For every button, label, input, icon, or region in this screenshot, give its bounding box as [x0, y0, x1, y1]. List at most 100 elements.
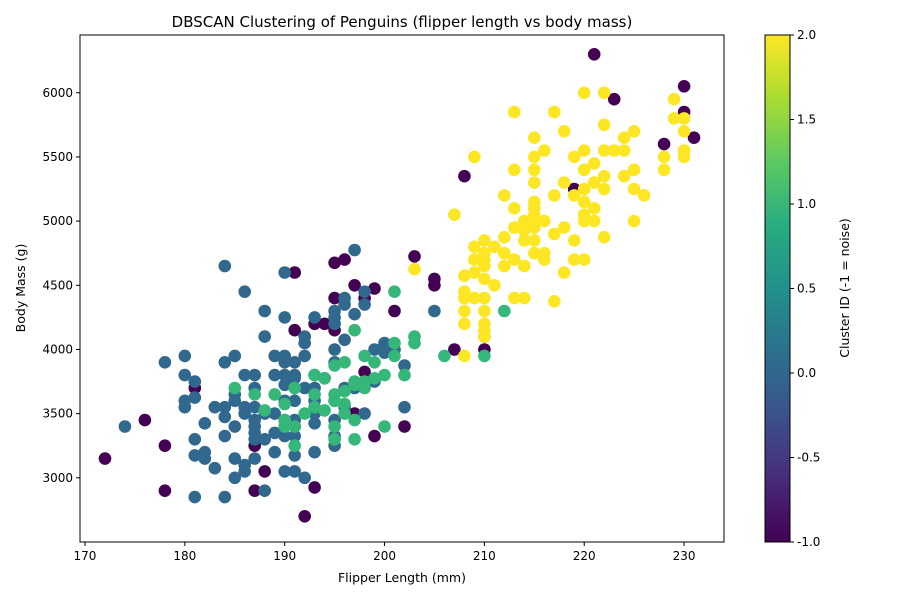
- data-point-cluster--1: [258, 465, 272, 478]
- data-point-cluster-0: [268, 426, 282, 440]
- data-point-cluster-0: [208, 461, 222, 475]
- data-point-cluster-0: [338, 333, 351, 347]
- x-tick-label: 170: [74, 549, 97, 563]
- data-point-cluster--1: [607, 92, 621, 106]
- data-point-cluster-1: [348, 433, 361, 446]
- data-point-cluster-0: [398, 400, 411, 414]
- data-point-cluster-2: [508, 202, 521, 215]
- data-point-cluster-1: [288, 420, 302, 433]
- data-point-cluster-0: [218, 400, 232, 414]
- data-point-cluster-0: [228, 420, 242, 433]
- x-tick-label: 210: [473, 549, 496, 563]
- data-point-cluster--1: [288, 323, 302, 337]
- data-point-cluster-0: [278, 429, 292, 443]
- data-point-cluster-2: [468, 150, 481, 164]
- data-point-cluster-0: [208, 400, 222, 414]
- data-point-cluster-0: [268, 407, 282, 420]
- data-point-cluster-2: [627, 125, 641, 138]
- data-point-cluster-1: [328, 394, 341, 408]
- data-point-cluster-0: [268, 349, 282, 363]
- data-point-cluster-2: [637, 189, 651, 202]
- data-point-cluster-2: [567, 234, 581, 247]
- data-point-cluster-1: [278, 420, 292, 433]
- data-point-cluster-1: [368, 356, 381, 369]
- data-point-cluster-1: [318, 404, 331, 417]
- data-point-cluster-0: [288, 429, 302, 443]
- data-point-cluster-1: [388, 336, 401, 350]
- data-point-cluster-0: [268, 368, 282, 382]
- data-point-cluster-2: [478, 259, 491, 273]
- data-point-cluster-2: [458, 349, 471, 363]
- data-point-cluster-0: [298, 381, 312, 395]
- data-point-cluster-0: [358, 407, 371, 420]
- data-point-cluster-0: [278, 266, 292, 279]
- data-point-cluster-1: [288, 381, 302, 395]
- data-point-cluster-2: [458, 304, 471, 318]
- data-point-cluster-0: [188, 490, 202, 504]
- data-point-cluster-1: [408, 336, 421, 350]
- data-point-cluster--1: [158, 484, 172, 498]
- data-point-cluster--1: [448, 343, 461, 356]
- data-point-cluster-0: [378, 336, 391, 350]
- data-point-cluster-0: [248, 433, 261, 446]
- data-point-cluster--1: [388, 304, 401, 318]
- data-point-cluster-0: [278, 356, 292, 369]
- data-point-cluster-0: [218, 259, 232, 273]
- data-point-cluster-2: [478, 272, 491, 286]
- data-point-cluster-1: [258, 404, 272, 417]
- data-point-cluster-2: [597, 230, 611, 244]
- data-point-cluster-0: [188, 391, 202, 404]
- data-point-cluster-1: [388, 285, 401, 299]
- data-point-cluster-0: [258, 330, 272, 343]
- data-point-cluster-2: [508, 253, 521, 266]
- data-point-cluster-2: [528, 150, 541, 164]
- data-point-cluster-0: [178, 400, 192, 414]
- data-point-cluster-0: [278, 465, 292, 478]
- data-point-cluster-1: [368, 372, 381, 385]
- data-point-cluster-2: [518, 291, 531, 305]
- data-point-cluster-2: [458, 317, 471, 331]
- data-point-cluster-2: [557, 266, 571, 279]
- data-point-cluster-0: [368, 343, 381, 356]
- x-axis-label: Flipper Length (mm): [338, 570, 466, 585]
- data-point-cluster-2: [607, 144, 621, 157]
- data-point-cluster-2: [627, 163, 641, 177]
- data-point-cluster-1: [398, 368, 411, 382]
- data-point-cluster-1: [498, 304, 511, 318]
- data-point-cluster-2: [548, 189, 561, 202]
- data-point-cluster-0: [238, 465, 251, 478]
- data-point-cluster-0: [238, 368, 251, 382]
- data-point-cluster--1: [158, 439, 172, 453]
- data-point-cluster-2: [567, 189, 581, 202]
- data-point-cluster--1: [657, 137, 671, 151]
- data-point-cluster-1: [278, 397, 292, 411]
- data-point-cluster-2: [617, 131, 631, 144]
- data-point-cluster-2: [677, 112, 691, 125]
- data-point-cluster-1: [328, 359, 341, 372]
- data-point-cluster-2: [408, 262, 421, 276]
- data-point-cluster--1: [368, 282, 381, 295]
- data-point-cluster-0: [248, 368, 261, 382]
- data-point-cluster-0: [158, 356, 172, 369]
- colorbar-tick-label: -1.0: [797, 535, 820, 549]
- data-point-cluster-2: [597, 182, 611, 196]
- data-point-cluster-0: [218, 429, 232, 443]
- data-point-cluster-2: [577, 182, 591, 196]
- data-point-cluster-2: [677, 150, 691, 164]
- data-point-cluster-2: [478, 330, 491, 343]
- data-point-cluster-2: [528, 234, 541, 247]
- data-point-cluster-0: [178, 368, 192, 382]
- data-point-cluster-0: [278, 368, 292, 382]
- data-point-cluster--1: [677, 80, 691, 93]
- data-point-cluster-2: [577, 214, 591, 228]
- data-point-cluster-2: [557, 221, 571, 234]
- data-point-cluster-2: [538, 144, 551, 157]
- data-point-cluster-0: [308, 417, 321, 430]
- data-point-cluster-0: [258, 484, 272, 498]
- data-point-cluster--1: [428, 279, 441, 292]
- data-point-cluster--1: [98, 452, 112, 465]
- data-point-cluster--1: [318, 317, 331, 331]
- data-point-cluster--1: [328, 256, 341, 270]
- y-tick-label: 5500: [42, 150, 73, 164]
- data-point-cluster-2: [528, 176, 541, 189]
